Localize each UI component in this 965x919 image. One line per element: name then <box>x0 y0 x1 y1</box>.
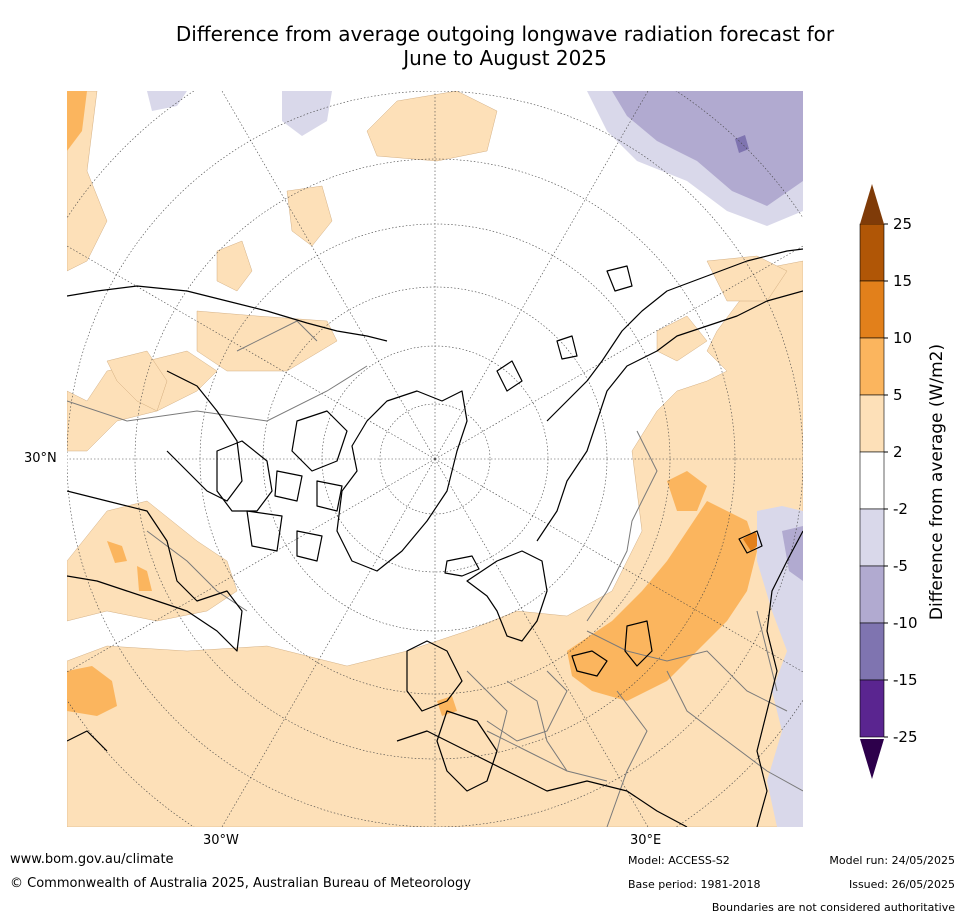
colorbar-tick-label: 15 <box>893 272 912 290</box>
footer-website[interactable]: www.bom.gov.au/climate <box>10 852 174 867</box>
lake-baikal-coast <box>738 530 763 554</box>
colorbar-tick-label: -25 <box>893 728 918 746</box>
footer-copyright: © Commonwealth of Australia 2025, Austra… <box>10 876 471 891</box>
north-america-coast <box>67 285 388 752</box>
colorbar-tick-label: -2 <box>893 500 908 518</box>
greenland-coast <box>336 390 468 572</box>
colorbar-bin <box>859 394 885 453</box>
canadian-archipelago-coast <box>246 410 348 562</box>
footer-issued: Issued: 26/05/2025 <box>848 878 955 891</box>
colorbar-ticks: 25 15 10 5 2 -2 -5 -10 -15 -25 <box>884 215 918 746</box>
colorbar-bins <box>859 223 885 738</box>
footer-model-run: Model run: 24/05/2025 <box>829 854 955 867</box>
colorbar-tick-label: 2 <box>893 443 903 461</box>
colorbar-bin <box>859 508 885 567</box>
colorbar-legend: 25 15 10 5 2 -2 -5 -10 -15 -25 Difference from av… <box>859 184 947 779</box>
eurasia-north-coast-2 <box>546 248 803 422</box>
colorbar-bin <box>859 337 885 396</box>
arctic-islands-coast <box>496 265 633 392</box>
label-30n: 30°N <box>24 451 57 466</box>
east-asia-coast <box>756 530 803 827</box>
map-title-line1: Difference from average outgoing longwav… <box>175 22 835 46</box>
colorbar-bin <box>859 622 885 681</box>
map-title-line2: June to August 2025 <box>403 46 607 70</box>
caspian-sea-coast <box>624 620 653 667</box>
label-30e: 30°E <box>630 833 662 848</box>
black-sea-coast <box>571 650 608 677</box>
colorbar-bin <box>859 223 885 282</box>
colorbar-tick-label: -5 <box>893 557 908 575</box>
graticule <box>67 91 803 827</box>
coastlines <box>67 248 803 827</box>
footer-model: Model: ACCESS-S2 <box>628 854 730 867</box>
europe-coast <box>406 640 498 792</box>
colorbar-bin <box>859 565 885 624</box>
iceland-coast <box>444 555 480 577</box>
colorbar-bin <box>859 280 885 339</box>
mediterranean-coast <box>396 730 688 827</box>
scandinavia-coast <box>466 550 548 642</box>
colorbar-over-arrow <box>860 184 884 224</box>
colorbar-tick-label: 25 <box>893 215 912 233</box>
colorbar-tick-label: -10 <box>893 614 918 632</box>
hudson-bay-coast <box>216 440 273 512</box>
label-30w: 30°W <box>203 833 239 848</box>
eurasia-north-coast <box>536 290 803 542</box>
colorbar-tick-label: 5 <box>893 386 903 404</box>
colorbar-tick-label: -15 <box>893 671 918 689</box>
footer-disclaimer: Boundaries are not considered authoritat… <box>711 901 955 914</box>
anomaly-positive-5-10 <box>67 91 757 716</box>
colorbar-bin <box>859 451 885 510</box>
colorbar-under-arrow <box>860 739 884 779</box>
anomaly-positive-10-15 <box>743 531 761 551</box>
map-title: Difference from average outgoing longwav… <box>100 22 910 70</box>
colorbar-bin <box>859 679 885 738</box>
polar-map <box>67 91 803 827</box>
colorbar-tick-label: 10 <box>893 329 912 347</box>
country-boundaries <box>67 320 803 827</box>
colorbar-label: Difference from average (W/m2) <box>927 344 947 620</box>
footer-base-period: Base period: 1981-2018 <box>628 878 761 891</box>
